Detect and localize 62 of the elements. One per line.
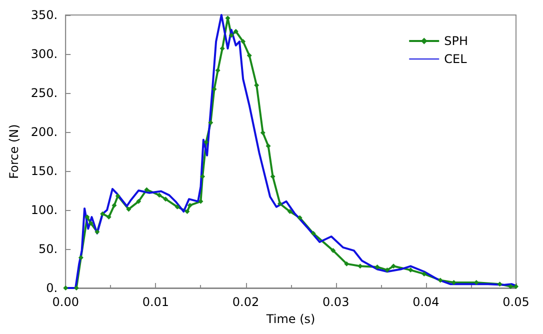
point bbox=[240, 39, 246, 44]
point bbox=[204, 140, 209, 145]
point bbox=[297, 215, 302, 220]
y-axis-title: Force (N) bbox=[7, 124, 21, 179]
point bbox=[74, 286, 79, 290]
y-tick-label: 300. bbox=[30, 47, 58, 61]
point bbox=[63, 286, 68, 290]
point bbox=[220, 46, 225, 52]
point bbox=[384, 268, 390, 273]
y-tick-label: 0. bbox=[46, 281, 58, 295]
point bbox=[233, 28, 238, 34]
point bbox=[228, 32, 234, 38]
point bbox=[344, 261, 350, 266]
x-tick-label: 0.04 bbox=[412, 295, 440, 309]
point bbox=[215, 68, 220, 73]
point bbox=[163, 196, 168, 202]
point bbox=[260, 130, 266, 136]
point bbox=[156, 192, 162, 198]
point bbox=[408, 268, 414, 273]
y-tick-label: 100. bbox=[30, 203, 58, 217]
point bbox=[174, 204, 180, 210]
y-tick-label: 50. bbox=[38, 242, 58, 256]
point bbox=[187, 202, 192, 208]
point bbox=[330, 248, 336, 254]
point bbox=[100, 211, 106, 216]
point bbox=[254, 82, 260, 88]
point bbox=[310, 230, 316, 236]
y-tick-label: 150. bbox=[30, 164, 58, 178]
point bbox=[451, 280, 456, 286]
x-tick-label: 0.00 bbox=[52, 295, 79, 309]
point bbox=[266, 144, 271, 149]
x-tick-label: 0.02 bbox=[232, 295, 260, 309]
point bbox=[115, 193, 120, 198]
point bbox=[84, 214, 90, 220]
point bbox=[88, 220, 94, 226]
x-axis-title: Time (s) bbox=[265, 312, 316, 326]
x-tick-label: 0.03 bbox=[322, 295, 350, 309]
point bbox=[374, 264, 380, 270]
point bbox=[106, 214, 112, 220]
point bbox=[78, 255, 84, 260]
y-tick-label: 200. bbox=[30, 125, 58, 139]
x-tick-label: 0.01 bbox=[142, 295, 170, 309]
x-tick-label: 0.05 bbox=[502, 295, 530, 309]
point bbox=[126, 206, 132, 212]
point bbox=[246, 53, 252, 58]
y-tick-label: 250. bbox=[30, 86, 58, 100]
point bbox=[497, 282, 502, 287]
point bbox=[287, 209, 292, 214]
point bbox=[184, 209, 190, 214]
point bbox=[200, 174, 206, 179]
point bbox=[144, 187, 150, 192]
point bbox=[422, 271, 427, 276]
point bbox=[208, 120, 214, 126]
legend-label: SPH bbox=[444, 34, 468, 48]
point bbox=[278, 201, 282, 206]
point bbox=[136, 198, 142, 204]
point bbox=[112, 202, 117, 208]
point bbox=[390, 264, 396, 269]
y-tick-label: 350. bbox=[30, 8, 58, 22]
point bbox=[438, 278, 443, 283]
point bbox=[94, 229, 100, 234]
legend-label: CEL bbox=[444, 52, 468, 66]
